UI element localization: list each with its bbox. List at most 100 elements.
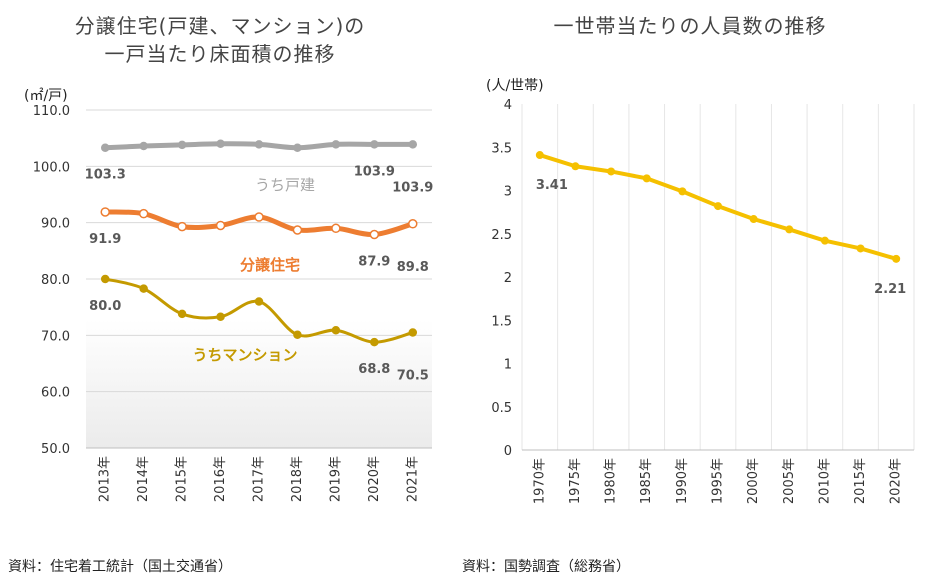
chart2-y-tick-label: 2	[504, 271, 512, 286]
chart2-x-tick-label: 2010年	[817, 458, 832, 504]
chart1-data-point	[292, 225, 303, 235]
chart2-plot-area	[522, 104, 914, 450]
chart1-x-tick-label: 2021年	[405, 456, 420, 502]
chart1-series-name: 分譲住宅	[240, 256, 300, 274]
chart1-data-label: 91.9	[89, 232, 121, 247]
chart1-x-tick-label: 2020年	[367, 456, 382, 502]
chart1-data-point	[138, 208, 149, 219]
chart1-y-tick-label: 70.0	[41, 329, 70, 344]
chart2-y-tick-label: 0.5	[491, 401, 512, 416]
chart2-data-point	[607, 167, 616, 176]
chart1-y-tick-label: 80.0	[41, 273, 70, 288]
chart1-data-label: 103.3	[85, 168, 126, 183]
chart2-x-tick-label: 2015年	[853, 458, 868, 504]
chart2-y-tick-label: 3	[504, 185, 512, 200]
chart1-data-point	[370, 140, 379, 149]
chart1-data-point	[408, 219, 418, 229]
chart2-data-point	[642, 174, 651, 183]
chart1-data-point	[254, 297, 264, 306]
chart1-data-label: 80.0	[89, 299, 121, 314]
chart1-y-tick-label: 50.0	[41, 442, 70, 457]
chart1-source: 資料：住宅着工統計（国土交通省）	[8, 559, 232, 575]
floor-area-chart: 50.0 60.0 70.0 80.0 90.0 100.0 110.0(㎡/戸) 2013年…	[24, 88, 433, 502]
chart1-data-point	[293, 143, 302, 152]
chart1-data-point	[177, 140, 187, 150]
chart1-data-point	[370, 337, 379, 347]
chart1-y-tick-label: 110.0	[33, 104, 70, 119]
chart1-data-point	[369, 229, 380, 240]
chart1-y-axis-unit: (㎡/戸)	[24, 88, 68, 104]
chart2-data-point	[749, 215, 758, 224]
chart2-x-tick-label: 2000年	[746, 458, 761, 504]
chart1-title-line1: 分譲住宅(戸建、マンション)の	[74, 14, 366, 38]
chart1-x-tick-label: 2019年	[328, 456, 343, 502]
chart2-title: 一世帯当たりの人員数の推移	[470, 12, 910, 40]
chart1-title: 分譲住宅(戸建、マンション)の 一戸当たり床面積の推移	[20, 12, 420, 68]
chart1-data-point	[254, 140, 264, 149]
chart1-data-point	[216, 312, 225, 321]
chart1-data-point	[177, 221, 187, 232]
chart2-data-point	[678, 187, 687, 196]
chart2-data-label: 3.41	[536, 178, 568, 193]
chart2-source: 資料：国勢調査（総務省）	[462, 559, 630, 575]
chart1-data-point	[100, 274, 110, 284]
chart1-x-tick-label: 2017年	[252, 456, 267, 502]
chart2-data-point	[571, 162, 580, 171]
chart1-y-tick-label: 60.0	[41, 386, 70, 401]
chart1-x-tick-label: 2016年	[213, 456, 228, 502]
chart1-series-name: うちマンション	[192, 346, 297, 364]
chart1-data-point	[100, 143, 110, 152]
chart2-y-tick-label: 3.5	[491, 141, 512, 156]
chart2-x-tick-label: 2020年	[889, 458, 904, 504]
chart1-x-tick-label: 2018年	[290, 456, 305, 502]
chart1-data-point	[331, 326, 341, 335]
chart2-y-tick-label: 2.5	[491, 228, 512, 243]
chart1-data-label: 103.9	[392, 180, 433, 195]
chart2-x-tick-label: 1995年	[711, 458, 726, 504]
chart2-x-tick-label: 1980年	[604, 458, 619, 504]
chart2-x-tick-label: 1990年	[675, 458, 690, 504]
chart2-data-point	[892, 254, 901, 263]
chart1-data-point	[100, 207, 110, 217]
chart1-data-point	[139, 284, 148, 293]
chart1-data-point	[293, 330, 302, 340]
chart2-data-point	[535, 151, 544, 160]
chart1-data-label: 68.8	[358, 362, 390, 377]
chart1-data-label: 89.8	[397, 260, 429, 275]
chart2-data-point	[714, 202, 722, 211]
chart1-data-point	[177, 309, 187, 319]
chart2-x-tick-label: 1975年	[568, 458, 583, 504]
chart1-data-point	[216, 139, 225, 149]
chart2-title-line1: 一世帯当たりの人員数の推移	[553, 14, 827, 38]
chart1-title-line2: 一戸当たり床面積の推移	[104, 42, 336, 66]
chart1-data-point	[331, 223, 341, 234]
chart1-data-point	[408, 328, 418, 337]
chart2-y-tick-label: 4	[504, 98, 512, 113]
chart1-series-name: うち戸建	[255, 176, 315, 194]
chart1-data-label: 70.5	[397, 369, 429, 384]
chart2-x-tick-label: 1970年	[532, 458, 547, 504]
chart2-data-point	[820, 236, 829, 245]
chart2-data-point	[856, 244, 865, 253]
chart1-data-label: 103.9	[354, 164, 395, 179]
chart2-y-tick-label: 1.5	[491, 314, 512, 329]
chart1-y-tick-label: 100.0	[33, 160, 70, 175]
chart2-y-tick-label: 1	[504, 358, 512, 373]
chart2-data-point	[785, 225, 794, 234]
chart2-y-axis-unit: (人/世帯)	[486, 78, 544, 94]
chart1-x-tick-label: 2014年	[136, 456, 151, 502]
chart2-x-tick-label: 2005年	[782, 458, 797, 504]
chart1-x-tick-label: 2013年	[98, 456, 113, 502]
chart1-data-label: 87.9	[358, 254, 390, 269]
chart2-data-label: 2.21	[874, 282, 906, 297]
chart1-data-point	[408, 140, 418, 149]
chart1-data-point	[331, 140, 341, 149]
chart2-x-tick-label: 1985年	[639, 458, 654, 504]
chart1-data-point	[254, 212, 264, 222]
chart1-y-tick-label: 90.0	[41, 217, 70, 232]
chart1-data-point	[139, 141, 148, 151]
chart1-x-tick-label: 2015年	[175, 456, 190, 502]
chart1-data-point	[215, 220, 226, 231]
chart2-y-tick-label: 0	[504, 444, 512, 459]
